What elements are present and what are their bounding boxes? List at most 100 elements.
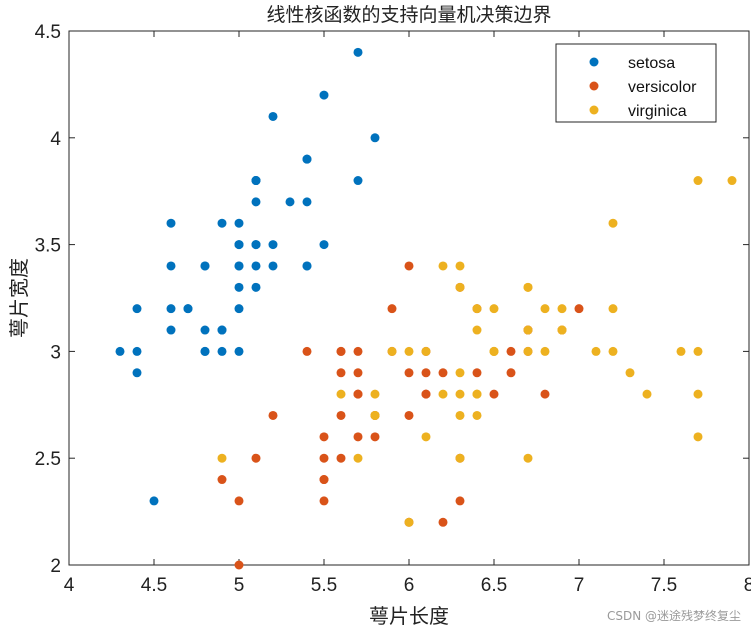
legend-box [555, 43, 717, 123]
data-point-versicolor [387, 304, 397, 314]
data-point-setosa [251, 197, 261, 207]
data-point-virginica [523, 346, 533, 356]
data-point-virginica [404, 346, 414, 356]
legend: setosa versicolor virginica [555, 43, 717, 123]
data-point-virginica [523, 282, 533, 292]
data-point-setosa [251, 240, 261, 250]
data-point-virginica [693, 176, 703, 186]
data-point-versicolor [217, 475, 227, 485]
data-point-virginica [472, 304, 482, 314]
data-point-setosa [183, 304, 193, 314]
data-point-versicolor [506, 368, 516, 378]
data-point-versicolor [319, 475, 329, 485]
data-point-virginica [523, 325, 533, 335]
data-point-versicolor [404, 261, 414, 271]
data-point-versicolor [540, 389, 550, 399]
series-virginica [217, 176, 737, 527]
data-point-setosa [268, 261, 278, 271]
data-point-versicolor [421, 389, 431, 399]
y-tick-label: 4 [50, 129, 61, 150]
data-point-versicolor [489, 389, 499, 399]
data-point-virginica [727, 176, 737, 186]
data-point-setosa [268, 111, 278, 121]
data-point-virginica [625, 368, 635, 378]
y-tick-label: 2 [50, 556, 61, 577]
data-point-setosa [166, 325, 176, 335]
data-point-virginica [489, 304, 499, 314]
data-point-virginica [455, 368, 465, 378]
data-point-virginica [472, 410, 482, 420]
data-point-versicolor [472, 368, 482, 378]
data-point-versicolor [370, 432, 380, 442]
data-point-versicolor [353, 368, 363, 378]
data-point-setosa [302, 197, 312, 207]
data-point-virginica [693, 432, 703, 442]
data-point-setosa [217, 218, 227, 228]
data-point-setosa [268, 240, 278, 250]
data-point-virginica [438, 261, 448, 271]
data-point-versicolor [302, 346, 312, 356]
data-point-virginica [370, 410, 380, 420]
data-point-setosa [234, 261, 244, 271]
data-point-setosa [132, 368, 142, 378]
data-point-virginica [370, 389, 380, 399]
series-setosa [115, 47, 380, 506]
x-tick-label: 5.5 [311, 575, 337, 596]
data-point-versicolor [438, 517, 448, 527]
x-tick-label: 7 [574, 575, 585, 596]
data-point-versicolor [336, 410, 346, 420]
data-point-virginica [438, 389, 448, 399]
data-point-virginica [540, 304, 550, 314]
x-tick-label: 5 [234, 575, 245, 596]
data-point-virginica [421, 432, 431, 442]
data-point-versicolor [404, 410, 414, 420]
legend-label-setosa: setosa [628, 55, 675, 72]
y-tick-label: 4.5 [35, 22, 61, 43]
data-point-virginica [421, 346, 431, 356]
data-point-versicolor [506, 346, 516, 356]
data-point-virginica [404, 517, 414, 527]
x-tick-label: 4.5 [141, 575, 167, 596]
data-point-versicolor [251, 453, 261, 463]
data-point-setosa [251, 176, 261, 186]
data-point-setosa [251, 282, 261, 292]
data-point-versicolor [319, 496, 329, 506]
x-tick-label: 6.5 [481, 575, 507, 596]
data-point-virginica [557, 325, 567, 335]
y-axis: 2 2.5 3 3.5 4 4.5 [35, 22, 749, 577]
data-point-setosa [166, 304, 176, 314]
data-point-setosa [217, 325, 227, 335]
data-point-virginica [642, 389, 652, 399]
data-point-setosa [200, 261, 210, 271]
data-point-setosa [200, 346, 210, 356]
data-point-virginica [676, 346, 686, 356]
data-point-setosa [166, 218, 176, 228]
data-point-versicolor [336, 368, 346, 378]
data-point-setosa [234, 240, 244, 250]
data-points [115, 47, 737, 570]
y-tick-label: 3 [50, 342, 61, 363]
legend-marker-setosa [589, 57, 599, 67]
y-tick-label: 2.5 [35, 449, 61, 470]
data-point-setosa [302, 154, 312, 164]
data-point-setosa [234, 304, 244, 314]
y-tick-label: 3.5 [35, 236, 61, 257]
watermark: CSDN @迷途残梦终复尘 [606, 609, 741, 623]
data-point-setosa [234, 346, 244, 356]
chart-title: 线性核函数的支持向量机决策边界 [266, 4, 551, 26]
data-point-virginica [455, 389, 465, 399]
data-point-setosa [132, 304, 142, 314]
data-point-virginica [455, 282, 465, 292]
data-point-virginica [608, 218, 618, 228]
data-point-versicolor [319, 453, 329, 463]
data-point-versicolor [319, 432, 329, 442]
data-point-versicolor [234, 560, 244, 570]
data-point-setosa [149, 496, 159, 506]
data-point-virginica [693, 389, 703, 399]
x-tick-label: 8 [744, 575, 751, 596]
data-point-versicolor [353, 389, 363, 399]
x-tick-label: 7.5 [651, 575, 677, 596]
x-tick-label: 4 [64, 575, 75, 596]
data-point-setosa [217, 346, 227, 356]
